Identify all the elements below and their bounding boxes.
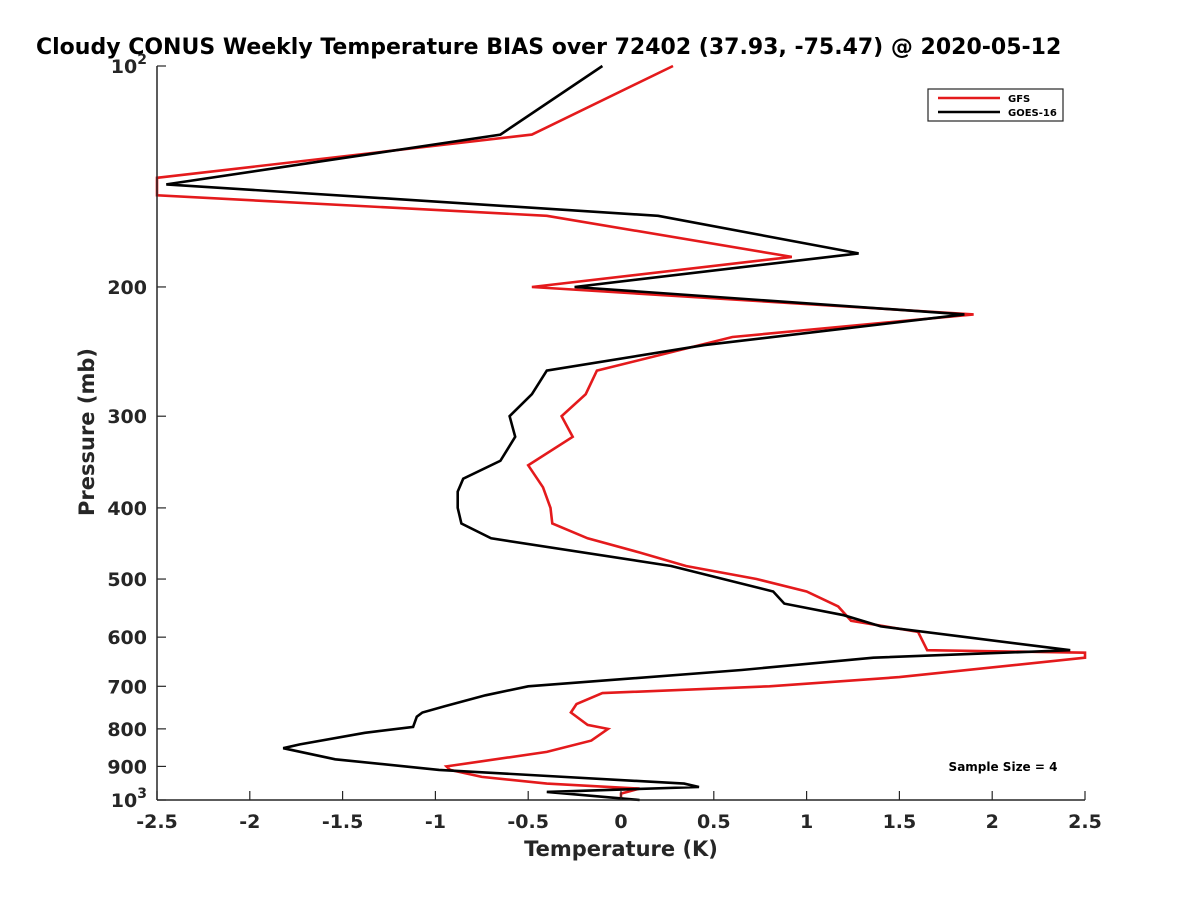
legend-box	[927, 88, 1064, 122]
legend-label: GOES-16	[1008, 108, 1057, 119]
plot-area	[155, 64, 1087, 802]
y-tick-label: 103	[111, 786, 147, 812]
x-tick-label: -2.5	[136, 811, 178, 833]
x-tick-label: 1	[800, 811, 813, 833]
axes: -2.5 -2 -1.5 -1 -0.5 0 0.5 1 1.5 2 2.5 102 200 300 400…	[107, 52, 1102, 833]
chart-title: Cloudy CONUS Weekly Temperature BIAS ove…	[36, 35, 1061, 60]
x-tick-label: 1.5	[883, 811, 917, 833]
y-tick-label: 200	[107, 277, 147, 299]
x-tick-label: -1	[425, 811, 446, 833]
x-tick-label: -2	[239, 811, 260, 833]
y-tick-label: 900	[107, 756, 147, 778]
x-tick-label: 2.5	[1068, 811, 1102, 833]
y-tick-label: 600	[107, 627, 147, 649]
x-tick-label: -0.5	[507, 811, 549, 833]
y-tick-label: 800	[107, 719, 147, 741]
y-tick-label: 300	[107, 406, 147, 428]
x-tick-label: 2	[986, 811, 999, 833]
x-tick-label: -1.5	[322, 811, 364, 833]
legend-label: GFS	[1008, 94, 1030, 105]
y-tick-label: 500	[107, 569, 147, 591]
x-axis-label: Temperature (K)	[524, 837, 718, 861]
y-tick-label: 102	[111, 52, 147, 78]
legend: GFS GOES-16	[927, 88, 1064, 122]
y-axis-label: Pressure (mb)	[75, 348, 99, 516]
series-line-goes-16	[166, 64, 1071, 802]
x-tick-label: 0	[614, 811, 627, 833]
series-line-gfs	[155, 64, 1087, 800]
y-tick-label: 700	[107, 676, 147, 698]
sample-size-annotation: Sample Size = 4	[949, 760, 1058, 774]
y-tick-label: 400	[107, 498, 147, 520]
x-tick-label: 0.5	[697, 811, 731, 833]
